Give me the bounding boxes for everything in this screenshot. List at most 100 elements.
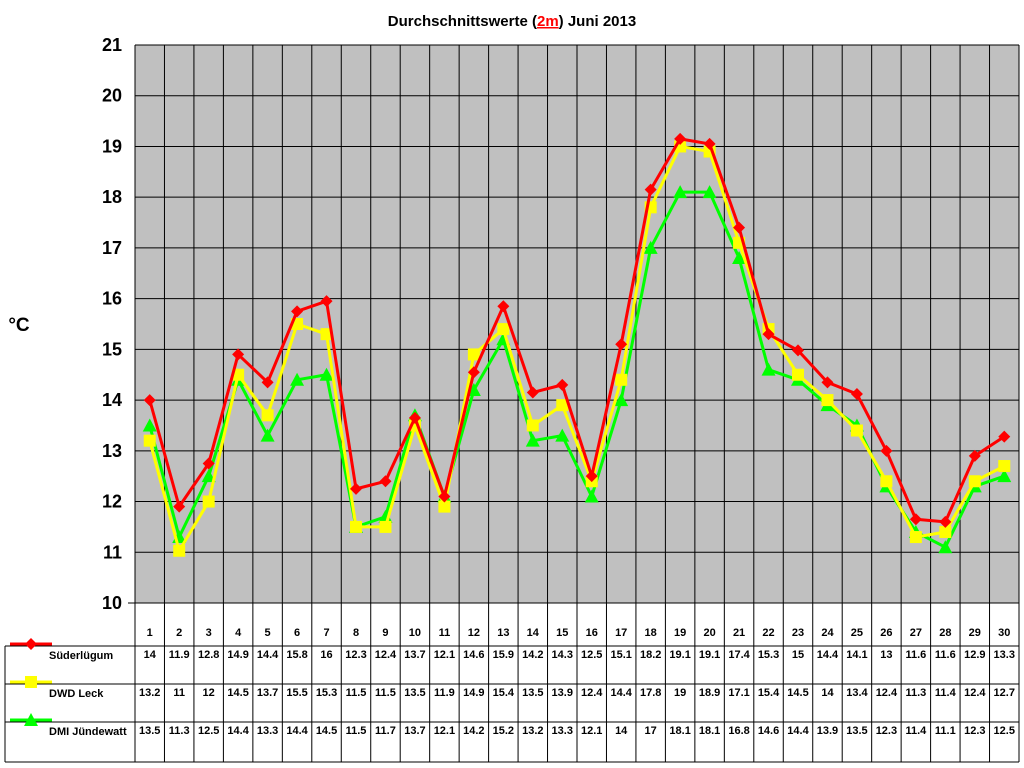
data-point-diamond (497, 300, 510, 313)
table-cell-value: 15.1 (610, 649, 631, 661)
table-cell-value: 13.5 (139, 725, 160, 737)
data-point-diamond (320, 295, 333, 308)
table-cell-value: 13.7 (404, 725, 425, 737)
legend-key-marker (25, 638, 37, 650)
table-cell-value: 13.3 (257, 725, 278, 737)
plot-area: 10 11 12 13 14 15 16 17 18 19 20 21 (102, 35, 1020, 762)
table-cell-value: 17 (645, 725, 657, 737)
y-tick-label: 18 (102, 187, 122, 207)
data-point-square (261, 409, 274, 422)
y-tick-label: 16 (102, 289, 122, 309)
table-cell-value: 12.1 (434, 725, 455, 737)
x-tick-label: 20 (703, 627, 715, 639)
data-point-square (998, 460, 1011, 473)
data-point-diamond (202, 457, 215, 470)
data-point-diamond (998, 430, 1011, 443)
data-point-square (438, 500, 451, 513)
table-cell-value: 17.4 (728, 649, 750, 661)
x-tick-label: 27 (910, 627, 922, 639)
table-cell-value: 12 (203, 687, 215, 699)
table-cell-value: 14 (615, 725, 628, 737)
data-point-square (202, 495, 215, 508)
data-point-diamond (291, 305, 304, 318)
table-cell-value: 12.9 (964, 649, 985, 661)
table-cell-value: 12.3 (964, 725, 985, 737)
data-point-square (143, 434, 156, 447)
table-cell-value: 15 (792, 649, 804, 661)
data-point-diamond (350, 482, 362, 495)
table-cell-value: 11.4 (935, 687, 957, 699)
data-point-diamond (821, 376, 834, 389)
table-cell-value: 14 (821, 687, 834, 699)
data-point-diamond (438, 490, 451, 503)
series-1 (143, 132, 1011, 528)
table-cell-value: 14.4 (257, 649, 279, 661)
series-line (148, 144, 1005, 553)
table-cell-value: 19.1 (669, 649, 690, 661)
data-point-square (850, 424, 863, 437)
table-cell-value: 13.3 (994, 649, 1015, 661)
data-point-diamond (585, 470, 598, 483)
table-cell-value: 11.7 (375, 725, 396, 737)
table-cell-value: 11.4 (905, 725, 927, 737)
data-point-square (821, 394, 834, 407)
table-cell-value: 15.3 (758, 649, 779, 661)
data-point-diamond (173, 500, 186, 513)
data-point-triangle (555, 428, 570, 442)
table-cell-value: 13.2 (522, 725, 543, 737)
table-cell-value: 14.6 (463, 649, 484, 661)
table-cell-value: 12.4 (375, 649, 397, 661)
table-cell-value: 14.2 (522, 649, 543, 661)
data-point-triangle (319, 367, 334, 381)
data-point-diamond (408, 411, 421, 424)
y-tick-label: 19 (102, 136, 122, 156)
table-cell-value: 16 (320, 649, 332, 661)
y-tick-label: 20 (102, 86, 122, 106)
data-point-triangle (584, 489, 599, 503)
data-point-square (526, 419, 539, 432)
data-point-square (320, 328, 333, 341)
data-point-diamond (792, 344, 804, 357)
table-cell-value: 15.4 (758, 687, 780, 699)
data-point-triangle (938, 540, 953, 554)
table-cell-value: 13.9 (817, 725, 838, 737)
table-cell-value: 13.5 (522, 687, 543, 699)
table-cell-value: 12.3 (876, 725, 897, 737)
data-point-triangle (142, 418, 157, 432)
y-tick-label: 17 (102, 238, 122, 258)
table-cell-value: 15.5 (286, 687, 307, 699)
table-cell-value: 13 (880, 649, 892, 661)
x-tick-label: 10 (409, 627, 421, 639)
x-tick-label: 26 (880, 627, 892, 639)
table-cell-value: 12.4 (876, 687, 898, 699)
data-point-triangle (260, 428, 275, 442)
table-cell-value: 14.4 (286, 725, 308, 737)
data-point-triangle (525, 433, 540, 447)
y-tick-label: 14 (102, 390, 122, 410)
table-cell-value: 14.5 (316, 725, 337, 737)
data-point-diamond (703, 137, 716, 150)
y-tick-label: 21 (102, 35, 122, 55)
table-cell-value: 15.9 (493, 649, 514, 661)
data-point-square (968, 475, 981, 488)
table-cell-value: 12.3 (345, 649, 366, 661)
data-point-square (379, 520, 392, 533)
data-point-triangle (673, 185, 688, 199)
legend-key-marker (24, 713, 38, 726)
data-point-diamond (880, 444, 893, 457)
x-tick-label: 18 (645, 627, 657, 639)
x-tick-label: 6 (294, 627, 300, 639)
x-tick-label: 7 (323, 627, 329, 639)
data-point-diamond (379, 475, 392, 488)
table-cell-value: 11.5 (346, 725, 367, 737)
table-cell-value: 14.4 (817, 649, 839, 661)
data-point-square (350, 520, 362, 533)
title-part-1: Durchschnittswerte ( (388, 13, 537, 30)
table-cell-value: 11.5 (375, 687, 396, 699)
data-point-diamond (644, 183, 657, 196)
data-point-square (909, 531, 922, 544)
table-cell-value: 18.2 (640, 649, 661, 661)
table-cell-value: 12.8 (198, 649, 219, 661)
y-tick-label: 11 (103, 542, 122, 562)
data-point-triangle (290, 372, 305, 386)
